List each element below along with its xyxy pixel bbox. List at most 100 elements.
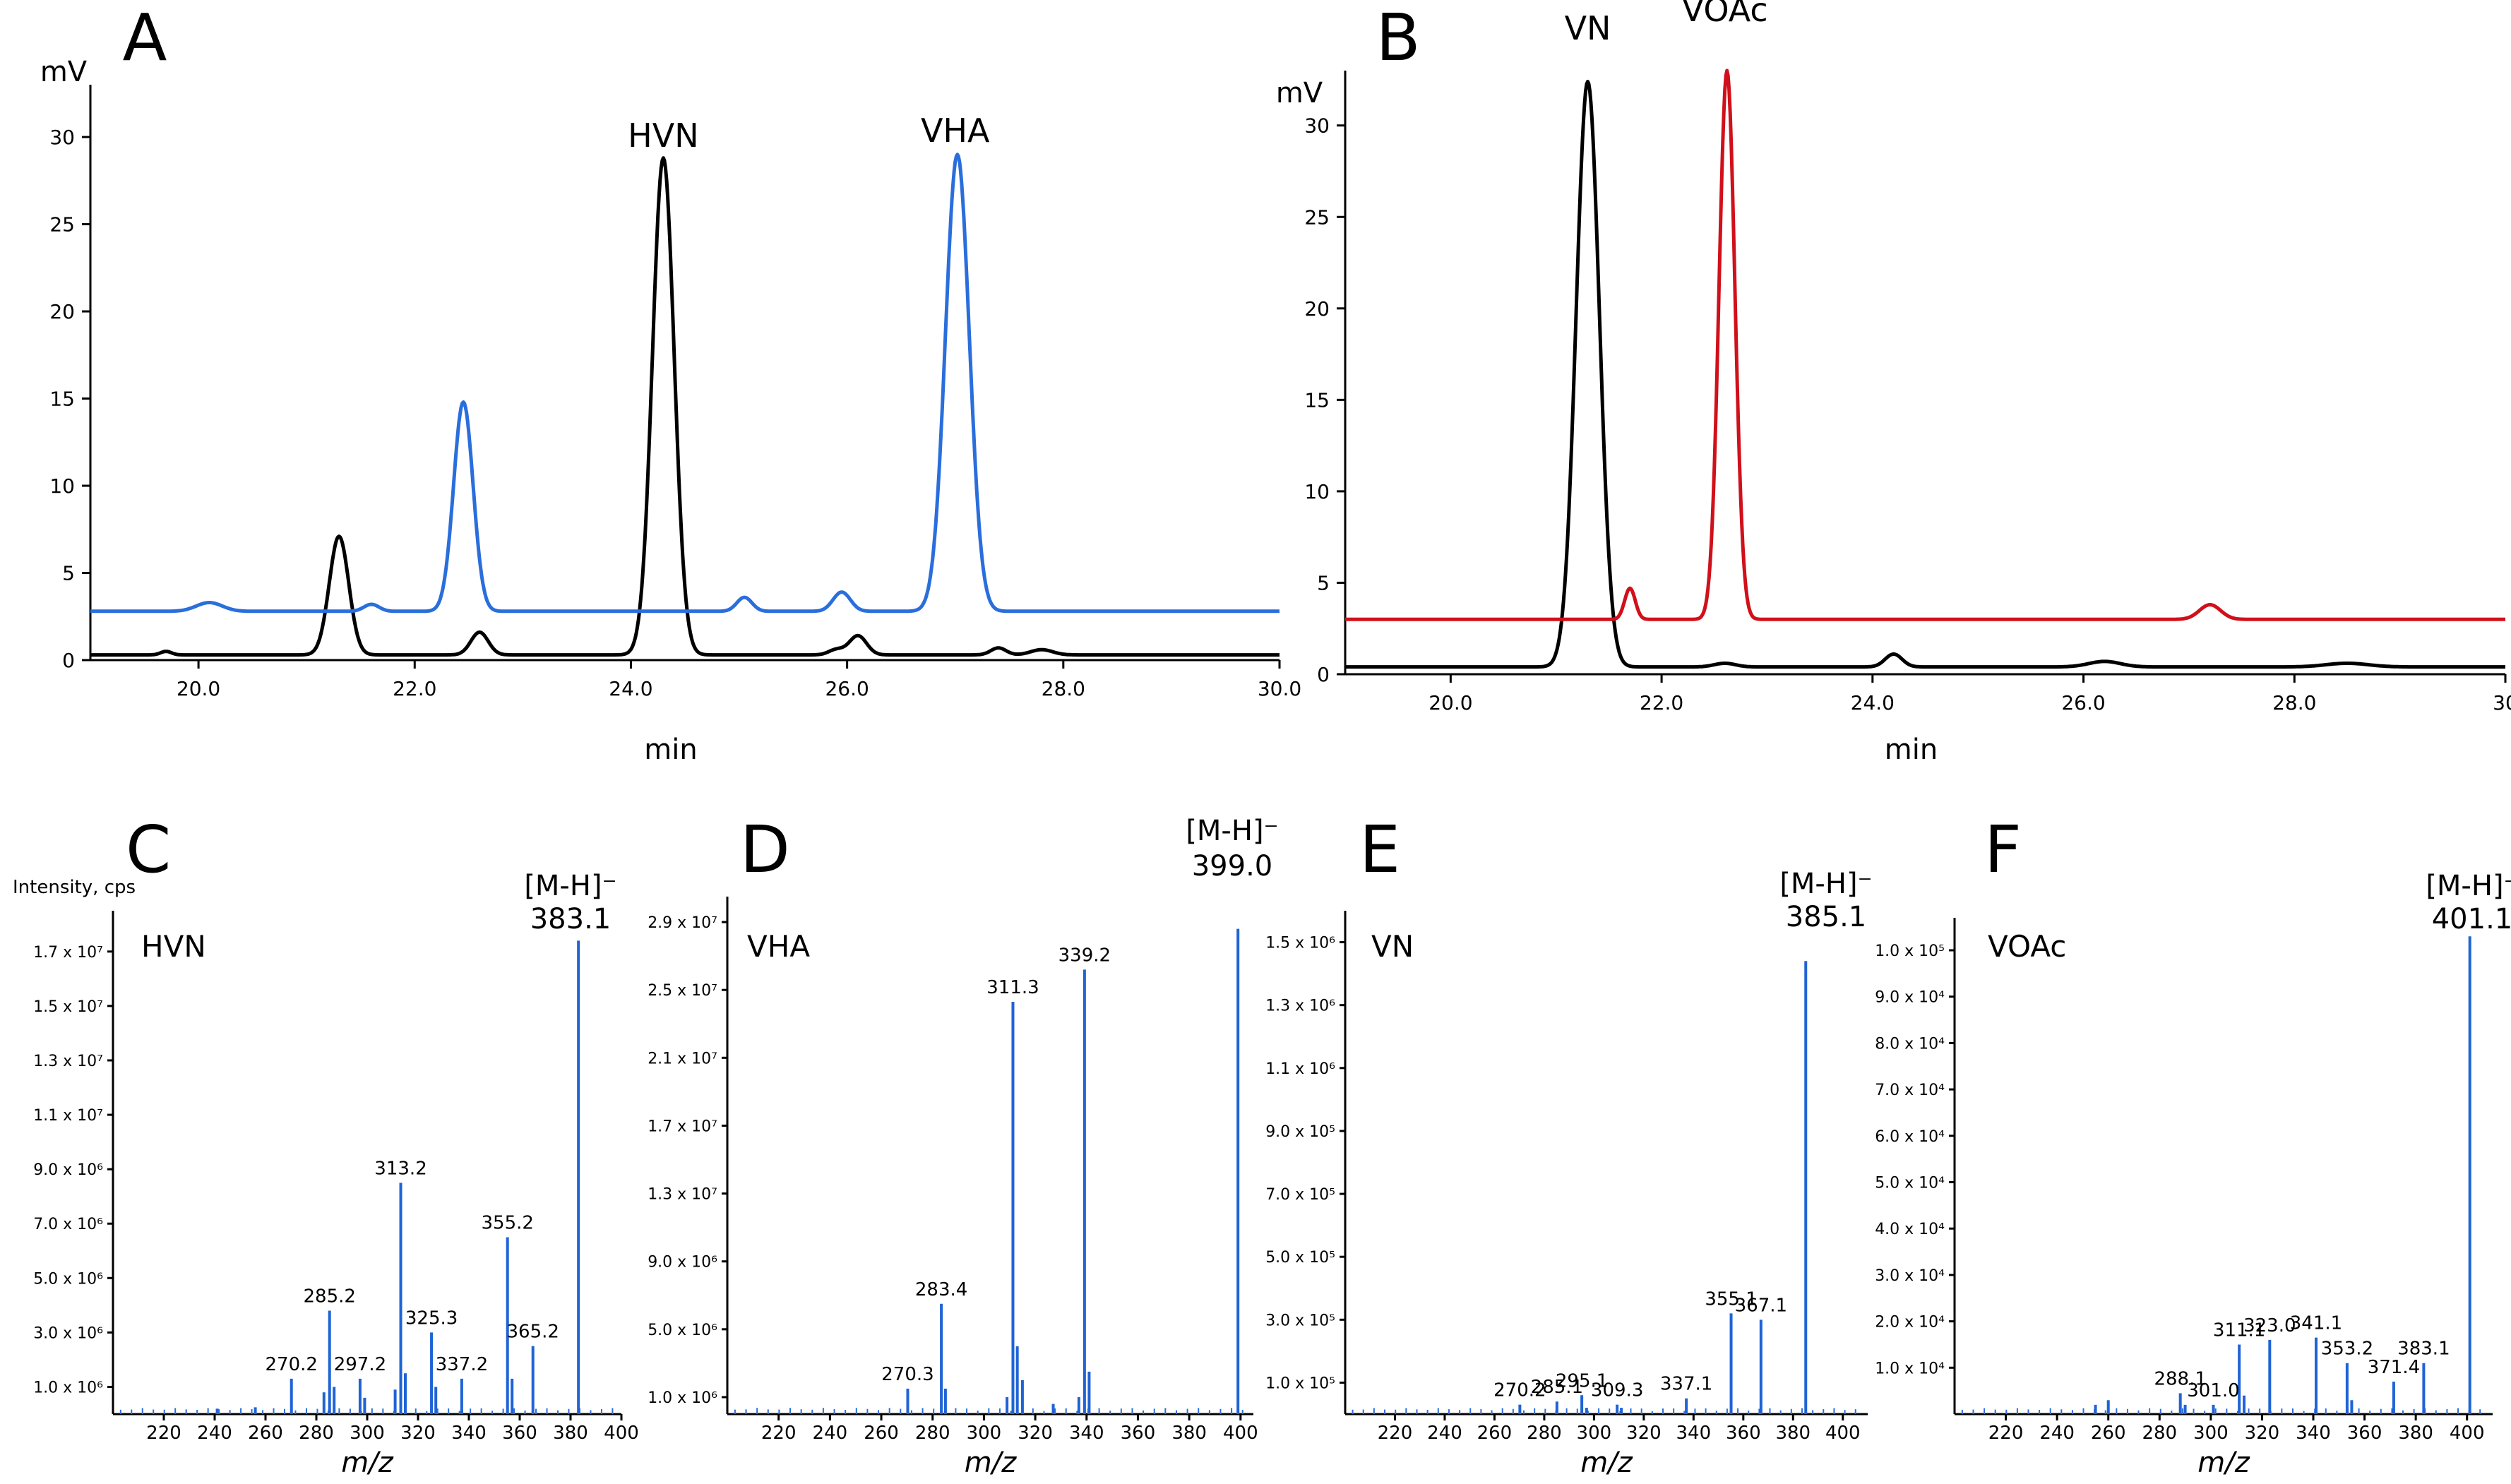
x-tick-label: 22.0	[393, 677, 436, 700]
y-axis-label: mV	[40, 56, 88, 88]
x-tick-label: 360	[502, 1423, 537, 1444]
x-tick-label: 300	[967, 1423, 1002, 1444]
x-axis-label: m/z	[341, 1447, 393, 1479]
y-tick-label: 5.0 x 10⁵	[1265, 1249, 1335, 1267]
peak-annotation: 270.2	[1493, 1380, 1546, 1401]
y-tick-label: 1.5 x 10⁷	[33, 998, 103, 1016]
y-tick-label: 7.0 x 10⁶	[33, 1216, 103, 1233]
y-tick-label: 1.7 x 10⁷	[648, 1118, 717, 1135]
y-tick-label: 5	[62, 562, 75, 585]
x-tick-label: 280	[915, 1423, 950, 1444]
x-tick-label: 240	[2039, 1423, 2075, 1444]
x-tick-label: 320	[1626, 1423, 1662, 1444]
y-tick-label: 10	[49, 474, 75, 498]
panel-label-D: D	[740, 812, 790, 887]
y-tick-label: 1.3 x 10⁶	[1265, 998, 1335, 1015]
peak-annotation: 371.4	[2368, 1357, 2420, 1378]
x-tick-label: 26.0	[825, 677, 869, 700]
spectrum-panel-E: 220 240 260 280 300 320 340 360 380 400 1.0 x 10⁵ 3…	[1265, 812, 1872, 1479]
x-tick-label: 240	[197, 1423, 232, 1444]
x-tick-label: 260	[1477, 1423, 1513, 1444]
x-tick-label: 280	[1527, 1423, 1562, 1444]
peak-annotation: 270.2	[266, 1354, 318, 1375]
x-tick-label: 340	[2296, 1423, 2331, 1444]
x-tick-label: 30	[2493, 691, 2511, 714]
x-tick-label: 22.0	[1640, 691, 1683, 714]
panel-label-C: C	[126, 812, 171, 887]
y-tick-label: 7.0 x 10⁵	[1265, 1186, 1335, 1204]
y-tick-label: 8.0 x 10⁴	[1875, 1035, 1945, 1053]
x-tick-label: 400	[2450, 1423, 2485, 1444]
x-tick-label: 280	[2142, 1423, 2177, 1444]
y-tick-label: 1.5 x 10⁶	[1265, 935, 1335, 952]
x-tick-label: 400	[604, 1423, 639, 1444]
x-tick-label: 26.0	[2061, 691, 2105, 714]
y-tick-label: 30	[1304, 114, 1330, 138]
y-tick-label: 2.1 x 10⁷	[648, 1050, 717, 1067]
y-tick-label: 7.0 x 10⁴	[1875, 1082, 1945, 1099]
y-tick-label: 5	[1317, 571, 1330, 594]
y-axis-label: Intensity, cps	[13, 877, 136, 898]
peak-annotation: 288.1	[2154, 1368, 2206, 1389]
y-tick-label: 30	[49, 126, 75, 149]
x-tick-label: 260	[2091, 1423, 2126, 1444]
peak-annotation: 297.2	[334, 1354, 386, 1375]
y-tick-label: 1.0 x 10⁴	[1875, 1360, 1945, 1377]
x-axis-label: m/z	[965, 1447, 1017, 1479]
y-tick-label: 2.5 x 10⁷	[648, 982, 717, 1000]
chromatogram-panel-A: 20.0 22.0 24.0 26.0 28.0 30.0 0 5 10 15 20 25 30 AmV m…	[40, 0, 1301, 766]
precursor-mz-label: 383.1	[530, 903, 612, 935]
precursor-ion-label: [M-H]⁻	[524, 870, 616, 902]
y-tick-label: 4.0 x 10⁴	[1875, 1221, 1945, 1238]
x-tick-label: 400	[1825, 1423, 1861, 1444]
peak-label: VOAc	[1682, 0, 1768, 29]
y-tick-label: 1.7 x 10⁷	[33, 944, 103, 962]
x-axis-label: min	[644, 734, 697, 766]
y-tick-label: 1.0 x 10⁵	[1265, 1375, 1335, 1392]
y-tick-label: 1.0 x 10⁵	[1875, 943, 1945, 960]
peak-label: HVN	[628, 116, 698, 155]
peak-annotation: 311.3	[986, 977, 1039, 998]
x-tick-label: 320	[2245, 1423, 2280, 1444]
x-tick-label: 380	[1171, 1423, 1207, 1444]
y-tick-label: 1.0 x 10⁶	[648, 1389, 717, 1407]
spectrum-panel-C: 220 240 260 280 300 320 340 360 380 400 1.0 x 10⁶ 3…	[13, 812, 639, 1479]
x-tick-label: 340	[1069, 1423, 1104, 1444]
panel-label-A: A	[123, 0, 167, 76]
x-axis-label: m/z	[1580, 1447, 1633, 1479]
peak-annotation: 325.3	[405, 1308, 458, 1329]
y-tick-label: 1.0 x 10⁶	[33, 1379, 103, 1396]
y-tick-label: 5.0 x 10⁶	[648, 1322, 717, 1339]
peak-annotation: 311.1	[2213, 1320, 2265, 1341]
y-tick-label: 3.0 x 10⁵	[1265, 1312, 1335, 1329]
y-tick-label: 20	[1304, 297, 1330, 321]
x-tick-label: 220	[761, 1423, 797, 1444]
x-tick-label: 340	[1676, 1423, 1712, 1444]
y-tick-label: 20	[49, 300, 75, 323]
x-tick-label: 260	[864, 1423, 899, 1444]
x-tick-label: 260	[248, 1423, 283, 1444]
x-tick-label: 380	[2398, 1423, 2433, 1444]
peak-annotation: 313.2	[374, 1158, 427, 1179]
x-tick-label: 360	[2347, 1423, 2382, 1444]
spectrum-panel-F: 220 240 260 280 300 320 340 360 380 400 1.0 x 10⁴ 2…	[1875, 812, 2511, 1479]
precursor-ion-label: [M-H]⁻	[2426, 870, 2511, 902]
x-tick-label: 380	[553, 1423, 588, 1444]
chromatogram-trace	[90, 156, 1280, 657]
peak-annotation: 285.2	[304, 1286, 356, 1308]
x-tick-label: 220	[1988, 1423, 2024, 1444]
peak-annotation: 337.2	[436, 1354, 488, 1375]
y-tick-label: 9.0 x 10⁶	[648, 1254, 717, 1271]
x-tick-label: 30.0	[1258, 677, 1301, 700]
y-tick-label: 1.1 x 10⁷	[33, 1107, 103, 1125]
peak-annotation: 367.1	[1735, 1295, 1787, 1316]
x-tick-label: 28.0	[1042, 677, 1085, 700]
peak-annotation: 365.2	[507, 1322, 559, 1343]
peak-label: VN	[1565, 9, 1611, 47]
y-tick-label: 1.1 x 10⁶	[1265, 1060, 1335, 1078]
y-tick-label: 9.0 x 10⁶	[33, 1161, 103, 1179]
peak-annotation: 355.2	[482, 1212, 534, 1233]
precursor-ion-label: [M-H]⁻	[1779, 868, 1872, 900]
y-axis-label: mV	[1276, 77, 1323, 109]
x-tick-label: 300	[350, 1423, 385, 1444]
